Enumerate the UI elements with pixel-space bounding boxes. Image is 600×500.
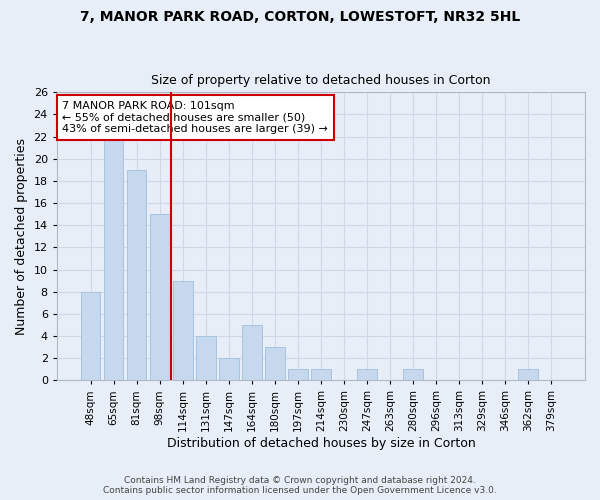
Text: Contains HM Land Registry data © Crown copyright and database right 2024.
Contai: Contains HM Land Registry data © Crown c… [103,476,497,495]
Bar [242,325,262,380]
Bar [173,280,193,380]
Bar [127,170,146,380]
Bar [518,369,538,380]
Text: 7, MANOR PARK ROAD, CORTON, LOWESTOFT, NR32 5HL: 7, MANOR PARK ROAD, CORTON, LOWESTOFT, N… [80,10,520,24]
Bar [219,358,239,380]
Bar [357,369,377,380]
Bar [288,369,308,380]
Bar [104,136,124,380]
Bar [311,369,331,380]
Bar [150,214,170,380]
Y-axis label: Number of detached properties: Number of detached properties [15,138,28,335]
Text: 7 MANOR PARK ROAD: 101sqm
← 55% of detached houses are smaller (50)
43% of semi-: 7 MANOR PARK ROAD: 101sqm ← 55% of detac… [62,101,328,134]
X-axis label: Distribution of detached houses by size in Corton: Distribution of detached houses by size … [167,437,475,450]
Title: Size of property relative to detached houses in Corton: Size of property relative to detached ho… [151,74,491,87]
Bar [403,369,423,380]
Bar [196,336,215,380]
Bar [265,347,284,380]
Bar [81,292,100,380]
